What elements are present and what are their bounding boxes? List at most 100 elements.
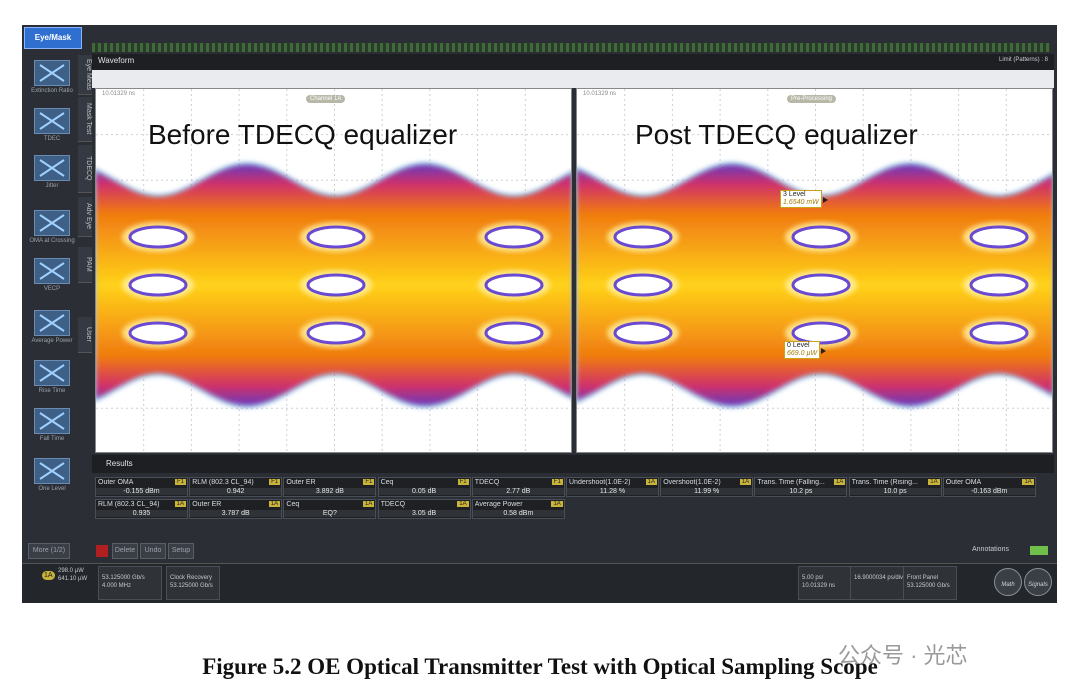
watermark: 公众号 · 光芯 <box>838 643 968 668</box>
results-tab[interactable]: Results <box>106 459 133 468</box>
trigger-readout: Front Panel <box>907 575 939 581</box>
result-value: 2.77 dB <box>472 488 564 495</box>
tool-glyph <box>39 314 65 332</box>
tool[interactable]: Average Power <box>22 310 82 352</box>
math-label: Math <box>1001 582 1015 588</box>
result-cell[interactable]: RLM (802.3 CL_94) 1A 0.935 <box>95 499 188 519</box>
eye-opening <box>306 321 366 345</box>
result-name: Outer ER <box>286 479 316 486</box>
result-source: 1A <box>645 479 657 485</box>
side-tab[interactable]: TDECQ <box>78 145 92 193</box>
result-cell[interactable]: Overshoot(1.0E-2) 1A 11.99 % <box>660 477 754 497</box>
side-tab[interactable]: Mask Test <box>78 97 92 142</box>
result-cell[interactable]: Ceq F1 0.05 dB <box>377 477 471 497</box>
marker-value: 1.6540 mW <box>783 199 819 206</box>
eye-opening <box>128 273 188 297</box>
result-cell[interactable]: TDECQ 1A 3.05 dB <box>377 499 471 519</box>
figure-caption: Figure 5.2 OE Optical Transmitter Test w… <box>202 654 878 679</box>
side-tab[interactable]: Eye Meas <box>78 55 92 95</box>
marker-arrow <box>821 348 827 354</box>
pattern-readout: 16.9000034 ps/div <box>854 575 904 581</box>
result-value: 3.05 dB <box>378 510 470 517</box>
result-value: -0.155 dBm <box>96 488 187 495</box>
result-value: 3.787 dB <box>190 510 282 517</box>
annotations-toggle[interactable]: Annotations <box>972 546 1009 553</box>
waveform-tab[interactable]: Waveform <box>98 56 135 65</box>
power-readout: 641.10 µW <box>58 576 88 582</box>
tool[interactable]: VECP <box>22 258 82 300</box>
tool[interactable]: Fall Time <box>22 408 82 450</box>
status-box <box>166 566 220 600</box>
result-cell[interactable]: Outer ER F1 3.892 dB <box>283 477 377 497</box>
tool-icon <box>34 458 70 484</box>
result-cell[interactable]: TDECQ F1 2.77 dB <box>471 477 565 497</box>
result-name: Trans. Time (Falling... <box>757 479 825 486</box>
tool[interactable]: One Level <box>22 458 82 500</box>
eye-opening <box>791 321 851 345</box>
tool-icon <box>34 360 70 386</box>
eye-diagram <box>577 89 1052 452</box>
result-source: F1 <box>174 479 186 485</box>
result-cell[interactable]: Trans. Time (Rising... 1A 10.0 ps <box>848 477 942 497</box>
action-button[interactable]: Setup <box>168 543 194 559</box>
eye-opening <box>484 321 544 345</box>
eye-opening <box>306 273 366 297</box>
result-cell[interactable]: Undershoot(1.0E-2) 1A 11.28 % <box>566 477 659 497</box>
action-button[interactable]: Delete <box>112 543 138 559</box>
result-cell[interactable]: Outer OMA 1A -0.163 dBm <box>942 477 1036 497</box>
result-cell[interactable]: Trans. Time (Falling... 1A 10.2 ps <box>754 477 848 497</box>
eye-plot: 10.01329 ns Pre-Processing Post TDECQ equa… <box>576 88 1053 453</box>
limit-label: Limit (Patterns) : 8 <box>998 57 1048 63</box>
eye-plot: 10.01329 ns Channel 1A Before TDECQ equali… <box>95 88 572 453</box>
result-name: RLM (802.3 CL_94) <box>98 501 160 508</box>
channel-badge: 1A <box>42 571 55 580</box>
tool-glyph <box>39 364 65 382</box>
result-name: Trans. Time (Rising... <box>851 479 918 486</box>
result-source: 1A <box>268 501 281 507</box>
side-tab[interactable]: Adv Eye <box>78 197 92 237</box>
waveform-bar: Waveform Limit (Patterns) : 8 <box>92 54 1054 70</box>
source-label: Channel 1A <box>306 95 346 103</box>
result-value: 0.58 dBm <box>472 510 564 517</box>
eye-opening <box>969 273 1029 297</box>
result-name: Ceq <box>380 479 394 486</box>
result-name: TDECQ <box>474 479 500 486</box>
result-source: 1A <box>928 479 940 485</box>
result-cell[interactable]: Average Power 1A 0.58 dBm <box>471 499 565 519</box>
result-value: 11.99 % <box>661 488 753 495</box>
result-name: Outer OMA <box>98 479 134 486</box>
tool-icon <box>34 60 70 86</box>
result-cell[interactable]: Outer ER 1A 3.787 dB <box>189 499 283 519</box>
more-button[interactable]: More (1/2) <box>28 543 70 559</box>
source-label: Pre-Processing <box>787 95 837 103</box>
result-source: F1 <box>363 479 375 485</box>
tool[interactable]: Rise Time <box>22 360 82 402</box>
side-tab[interactable]: PAM <box>78 247 92 283</box>
result-source: F1 <box>269 479 281 485</box>
rate-readout: 4.000 MHz <box>102 583 132 589</box>
result-source: F1 <box>457 479 469 485</box>
tool[interactable]: OMA at Crossing <box>22 210 82 252</box>
signals-button[interactable]: Signals <box>1024 568 1052 596</box>
math-button[interactable]: Math <box>994 568 1022 596</box>
result-cell[interactable]: Outer OMA F1 -0.155 dBm <box>95 477 188 497</box>
trigger-readout: 53.125000 Gb/s <box>907 583 950 589</box>
action-button[interactable]: Undo <box>140 543 166 559</box>
result-source: F1 <box>551 479 563 485</box>
time-label: 10.01329 ns <box>102 91 136 97</box>
eye-opening <box>613 225 673 249</box>
tool[interactable]: TDEC <box>22 108 82 150</box>
marker-arrow <box>822 197 828 203</box>
tool-glyph <box>39 64 65 82</box>
eye-mask-button[interactable]: Eye/Mask <box>24 27 82 49</box>
result-value: 10.2 ps <box>755 488 847 495</box>
result-cell[interactable]: RLM (802.3 CL_94) F1 0.942 <box>189 477 283 497</box>
side-tab[interactable]: User <box>78 317 92 353</box>
eye-opening <box>484 273 544 297</box>
result-cell[interactable]: Ceq 1A EQ? <box>283 499 377 519</box>
level-marker: 0 Level 669.0 µW <box>784 341 827 359</box>
tool[interactable]: Jitter <box>22 155 82 197</box>
tool[interactable]: Extinction Ratio <box>22 60 82 102</box>
tool-label: Rise Time <box>38 388 66 394</box>
